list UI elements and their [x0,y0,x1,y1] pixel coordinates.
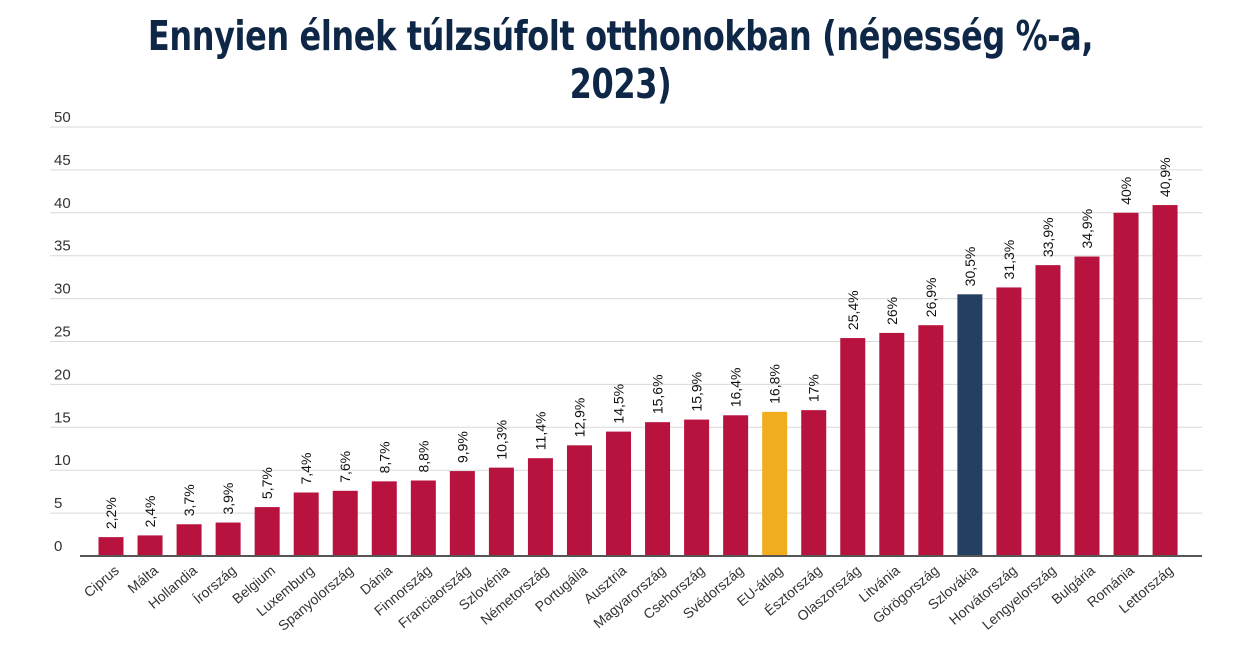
bar [1074,256,1100,556]
data-label: 8,8% [415,441,431,473]
bar [645,422,671,556]
data-label: 3,9% [220,483,236,515]
data-label: 26,9% [923,277,939,317]
category-labels: Ciprus MáltaHollandiaÍrországBelgiumLuxem… [81,562,1176,634]
bar [840,338,866,556]
data-label: 10,3% [493,420,509,460]
data-label: 7,4% [298,453,314,485]
data-label: 26% [884,297,900,325]
data-label: 2,4% [142,495,158,527]
bar [449,471,475,556]
data-label: 14,5% [611,384,627,424]
y-tick-label: 45 [54,152,71,169]
data-label: 33,9% [1040,217,1056,257]
bar [371,481,397,556]
bar [1152,205,1178,556]
bar [293,492,319,556]
bar [488,467,514,556]
data-label: 5,7% [259,467,275,499]
bar [527,458,553,556]
chart-title: Ennyien élnek túlzsúfolt otthonokban (né… [147,12,1094,108]
data-label: 34,9% [1079,209,1095,249]
bar [723,415,749,556]
bar [137,535,163,556]
data-label: 9,9% [454,431,470,463]
bar [918,325,944,556]
bar [801,410,827,556]
data-label: 7,6% [337,451,353,483]
data-label: 3,7% [181,484,197,516]
bar [176,524,202,556]
y-tick-label: 50 [54,109,71,126]
bar [762,411,788,556]
y-tick-label: 30 [54,281,71,298]
data-label: 25,4% [845,290,861,330]
bar [684,419,710,556]
data-label: 16,4% [728,368,744,408]
bar [879,332,905,556]
bar [332,490,358,556]
bar [215,522,241,556]
bar [1113,212,1139,557]
y-tick-label: 0 [54,538,62,555]
bar [98,537,124,556]
bar [410,480,436,556]
bar [1035,265,1061,556]
bar [254,507,280,556]
category-label: Írország [190,562,239,607]
bar [606,431,632,556]
y-axis-tick-labels: 0 5 10 15 20 25 30 35 40 45 50 [54,109,71,555]
y-tick-label: 40 [54,195,71,212]
category-label: Ciprus [81,562,122,600]
data-label: 31,3% [1001,240,1017,280]
data-label: 8,7% [376,441,392,473]
data-label: 40,9% [1157,157,1173,197]
y-tick-label: 10 [54,452,71,469]
data-label: 15,6% [650,374,666,414]
bars [98,205,1178,557]
data-label: 12,9% [571,398,587,438]
data-label: 30,5% [962,247,978,287]
data-label: 16,8% [767,364,783,404]
bar [957,294,983,556]
bar [566,445,592,556]
data-label: 40% [1118,177,1134,205]
y-tick-label: 5 [54,495,62,512]
data-labels: 2,2% 2,4% 3,7% 3,9% 5,7% 7,4% 7,6% 8,7% 8,8% 9,9%… [103,157,1173,529]
y-tick-label: 25 [54,324,71,341]
data-label: 15,9% [689,372,705,412]
y-tick-label: 35 [54,238,71,255]
data-label: 11,4% [532,412,548,451]
data-label: 17% [806,374,822,402]
bar [996,287,1022,556]
data-label: 2,2% [103,497,119,529]
y-tick-label: 15 [54,409,71,426]
y-tick-label: 20 [54,366,71,383]
